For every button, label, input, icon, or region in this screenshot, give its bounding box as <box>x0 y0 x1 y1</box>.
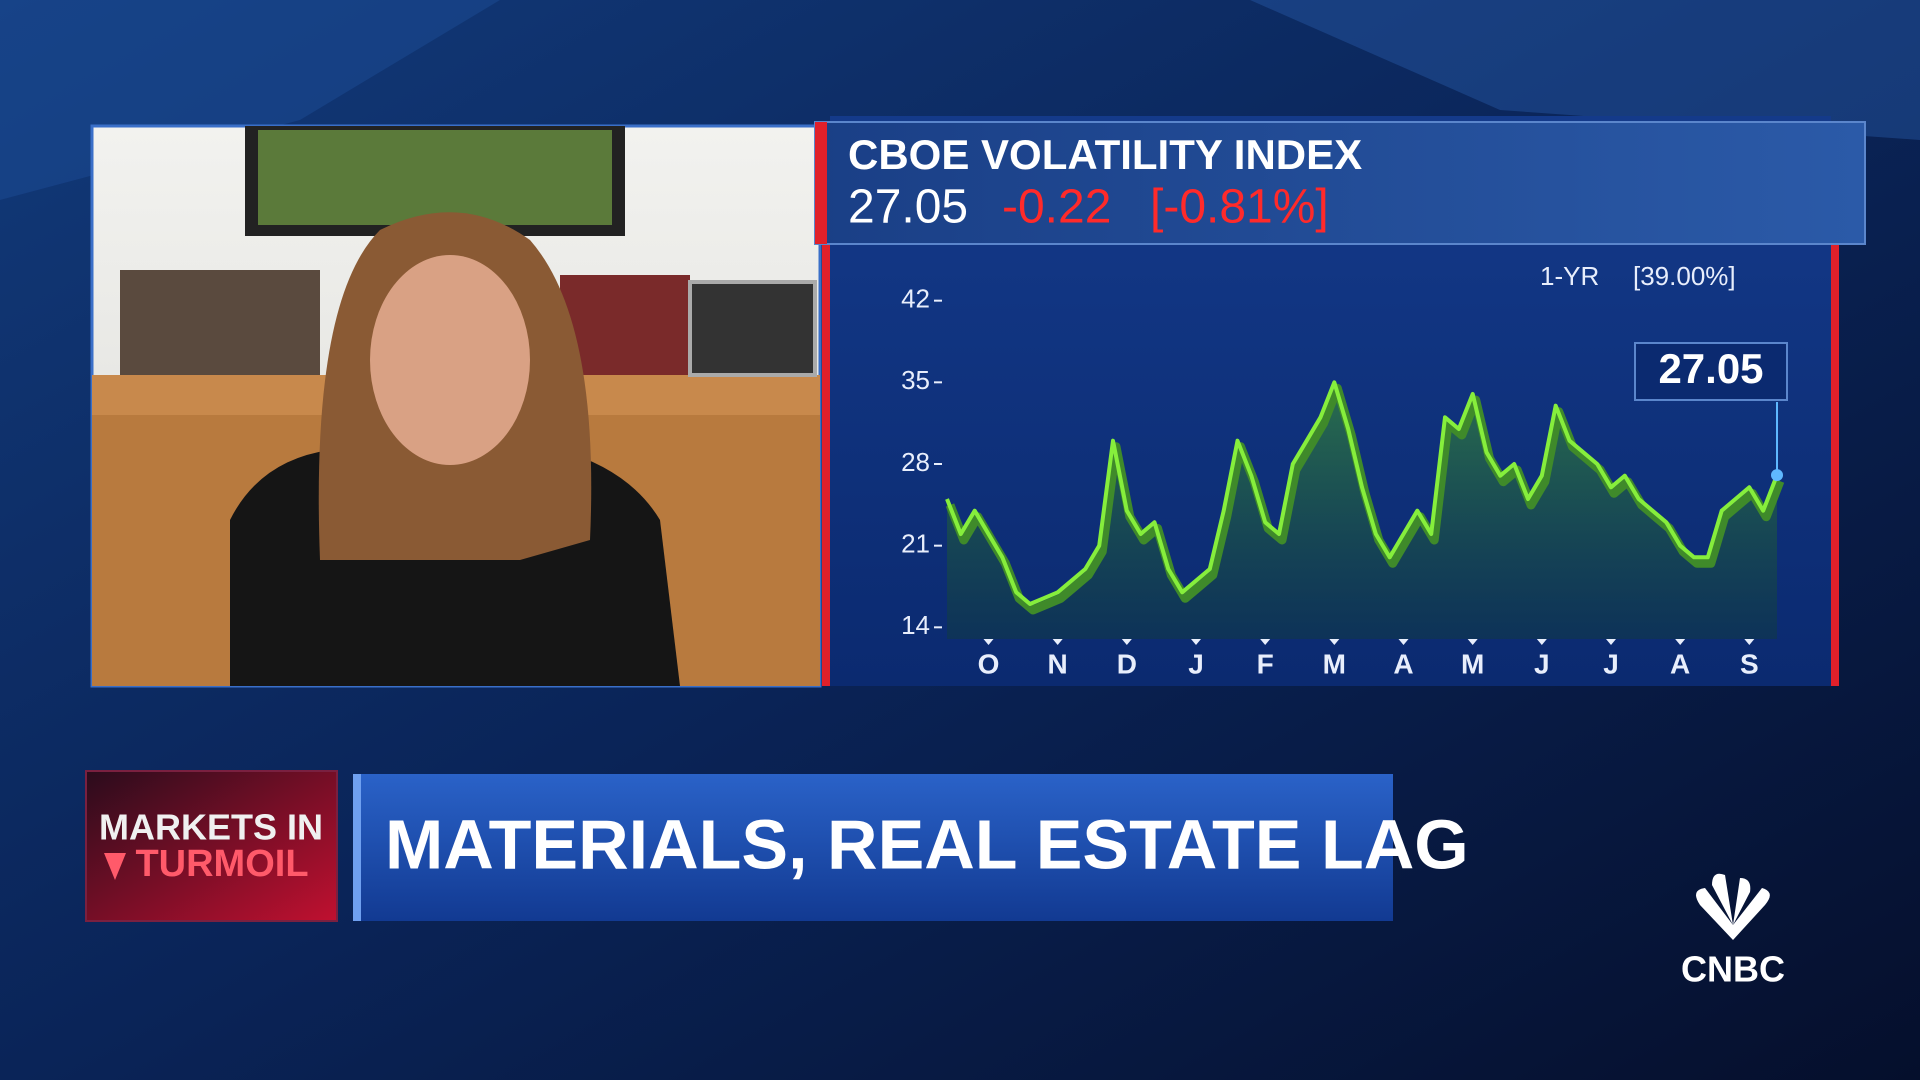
callout-label: 27.05 <box>1658 345 1763 392</box>
background-shape <box>1250 0 1920 140</box>
x-tick-label: M <box>1461 648 1484 679</box>
x-tick-label: D <box>1117 648 1137 679</box>
y-tick-label: 35 <box>901 365 930 395</box>
logo-feather <box>1696 888 1733 940</box>
x-tick <box>1398 639 1409 645</box>
y-tick-label: 42 <box>901 284 930 314</box>
header-accent <box>815 122 827 244</box>
callout-box <box>1634 342 1788 401</box>
x-tick <box>1606 639 1616 645</box>
headline-bar <box>353 774 1393 921</box>
headline: MATERIALS, REAL ESTATE LAG <box>385 805 1469 883</box>
x-tick <box>1191 639 1201 645</box>
x-tick-label: J <box>1603 648 1619 679</box>
x-tick-label: O <box>978 648 1000 679</box>
logo-feather <box>1733 888 1770 940</box>
quote-last: 27.05 <box>848 181 968 234</box>
tag-line: MARKETS IN <box>99 807 323 848</box>
x-tick-label: F <box>1257 648 1274 679</box>
chart-panel: CBOE VOLATILITY INDEX 27.05 -0.22 [-0.81… <box>814 116 1866 686</box>
down-arrow-icon <box>104 853 126 880</box>
books <box>120 270 320 375</box>
painting <box>258 130 612 225</box>
x-tick-label: M <box>1323 648 1346 679</box>
period-label: 1-YR <box>1540 261 1599 291</box>
logo-text: CNBC <box>1681 949 1785 990</box>
x-tick-label: S <box>1740 648 1759 679</box>
tag-box <box>85 770 338 922</box>
y-tick-label: 21 <box>901 529 930 559</box>
x-tick-label: J <box>1534 648 1550 679</box>
x-tick <box>1744 639 1755 645</box>
x-tick <box>983 639 994 645</box>
tag-line: TURMOIL <box>135 843 308 885</box>
lower-third: MARKETS IN TURMOIL MATERIALS, REAL ESTAT… <box>85 770 1469 922</box>
x-tick-label: J <box>1188 648 1204 679</box>
person-face <box>370 255 530 465</box>
plot-area: 14 21 28 35 42 O N D J F M A M J J A S 27.05 <box>901 284 1788 679</box>
x-tick <box>1052 639 1063 645</box>
quote-change: -0.22 <box>1002 181 1111 234</box>
x-tick-label: A <box>1393 648 1413 679</box>
video-feed <box>90 124 822 688</box>
x-tick-label: N <box>1048 648 1068 679</box>
x-tick <box>1467 639 1478 645</box>
logo-feather <box>1712 873 1733 925</box>
panel-edge <box>822 240 830 686</box>
books <box>560 275 690 375</box>
line <box>945 380 1779 606</box>
period-change: [39.00%] <box>1633 261 1736 291</box>
logo-feather <box>1733 878 1751 925</box>
x-tick <box>1260 639 1271 645</box>
panel-edge <box>1831 240 1839 686</box>
x-tick <box>1329 639 1340 645</box>
chart-title: CBOE VOLATILITY INDEX <box>848 131 1362 178</box>
network-logo: CNBC <box>1681 873 1785 990</box>
x-tick <box>1536 639 1547 645</box>
x-tick-label: A <box>1670 648 1690 679</box>
x-tick <box>1121 639 1132 645</box>
y-tick-label: 14 <box>901 610 930 640</box>
quote-change-pct: [-0.81%] <box>1150 181 1329 234</box>
y-tick-label: 28 <box>901 447 930 477</box>
x-tick <box>1675 639 1686 645</box>
photo-frame <box>688 280 817 377</box>
chart-header <box>814 121 1866 245</box>
headline-accent <box>353 774 361 921</box>
